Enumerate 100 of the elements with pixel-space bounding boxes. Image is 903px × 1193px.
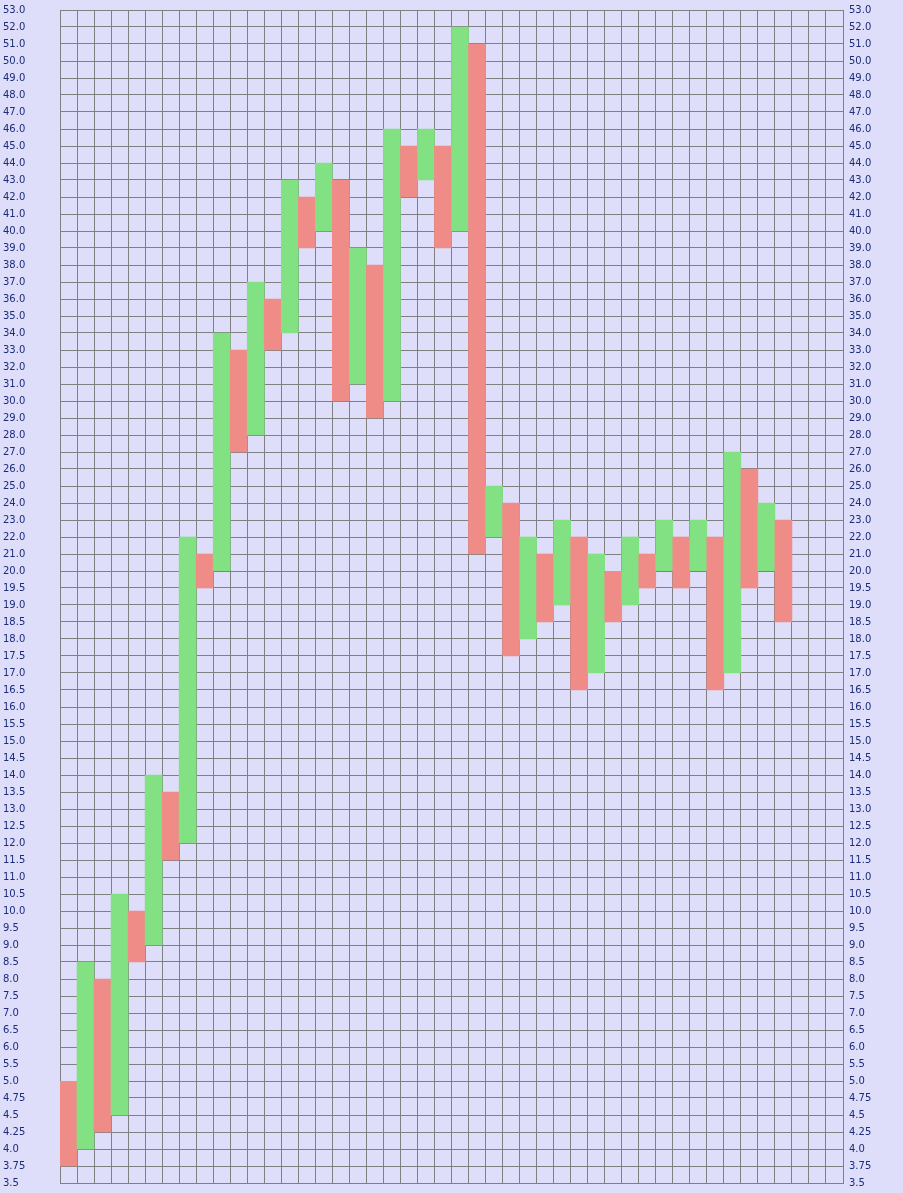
y2-tick-label: 14.0 xyxy=(849,768,872,780)
y-tick-label: 13.5 xyxy=(3,785,26,797)
y2-tick-label: 11.5 xyxy=(849,853,872,865)
y2-tick-label: 11.0 xyxy=(849,870,872,882)
y2-tick-label: 9.0 xyxy=(849,938,865,950)
y2-tick-label: 30.0 xyxy=(849,394,872,406)
y-tick-label: 12.5 xyxy=(3,819,26,831)
y-tick-label: 4.0 xyxy=(3,1142,19,1154)
y-tick-label: 17.0 xyxy=(3,666,26,678)
y-tick-label: 53.0 xyxy=(3,3,26,15)
y-tick-label: 4.25 xyxy=(3,1125,26,1137)
y2-tick-label: 8.5 xyxy=(849,955,865,967)
y2-tick-label: 35.0 xyxy=(849,309,872,321)
y-tick-label: 50.0 xyxy=(3,54,26,66)
y-tick-label: 25.0 xyxy=(3,479,26,491)
y-tick-label: 11.5 xyxy=(3,853,26,865)
y2-tick-label: 39.0 xyxy=(849,241,872,253)
y2-tick-label: 19.0 xyxy=(849,598,872,610)
y2-tick-label: 14.5 xyxy=(849,751,872,763)
bar xyxy=(468,43,486,555)
y2-tick-label: 51.0 xyxy=(849,37,872,49)
y-tick-label: 27.0 xyxy=(3,445,26,457)
bar xyxy=(246,281,265,436)
bar xyxy=(604,571,623,623)
bar xyxy=(280,179,299,334)
bar xyxy=(485,485,503,538)
y2-tick-label: 4.5 xyxy=(849,1108,865,1120)
y-tick-label: 35.0 xyxy=(3,309,26,321)
y-tick-label: 14.0 xyxy=(3,768,26,780)
y-tick-label: 22.0 xyxy=(3,530,26,542)
y2-tick-label: 15.0 xyxy=(849,734,872,746)
bar xyxy=(400,145,418,198)
y2-tick-label: 50.0 xyxy=(849,54,872,66)
y-tick-label: 4.5 xyxy=(3,1108,19,1120)
bar xyxy=(349,247,367,385)
y-tick-label: 15.0 xyxy=(3,734,26,746)
y-tick-label: 5.0 xyxy=(3,1074,19,1086)
y-tick-label: 30.0 xyxy=(3,394,26,406)
y-tick-label: 8.0 xyxy=(3,972,19,984)
y-tick-label: 51.0 xyxy=(3,37,26,49)
bar xyxy=(757,502,776,571)
y2-tick-label: 4.0 xyxy=(849,1142,865,1154)
y2-tick-label: 32.0 xyxy=(849,360,872,372)
y2-tick-label: 40.0 xyxy=(849,224,872,236)
y2-tick-label: 36.0 xyxy=(849,292,872,304)
y-tick-label: 36.0 xyxy=(3,292,26,304)
y-tick-label: 16.0 xyxy=(3,700,26,712)
y2-tick-label: 18.5 xyxy=(849,615,872,627)
y-tick-label: 9.5 xyxy=(3,921,19,933)
bar xyxy=(366,264,384,419)
y-tick-label: 6.5 xyxy=(3,1023,19,1035)
y-tick-label: 5.5 xyxy=(3,1057,19,1069)
y-tick-label: 34.0 xyxy=(3,326,26,338)
y2-tick-label: 7.0 xyxy=(849,1006,865,1018)
y2-tick-label: 13.5 xyxy=(849,785,872,797)
y-tick-label: 6.0 xyxy=(3,1040,19,1052)
y2-tick-label: 45.0 xyxy=(849,139,872,151)
bar xyxy=(689,519,708,571)
y-tick-label: 48.0 xyxy=(3,88,26,100)
y-tick-label: 41.0 xyxy=(3,207,26,219)
y-tick-label: 21.0 xyxy=(3,547,26,559)
y-tick-label: 26.0 xyxy=(3,462,26,474)
y-tick-label: 31.0 xyxy=(3,377,26,389)
y-tick-label: 7.5 xyxy=(3,989,19,1001)
y2-tick-label: 12.5 xyxy=(849,819,872,831)
y-tick-label: 28.0 xyxy=(3,428,26,440)
bar xyxy=(655,519,674,571)
y2-tick-label: 19.5 xyxy=(849,581,872,593)
y-tick-label: 3.5 xyxy=(3,1176,19,1188)
y2-tick-label: 48.0 xyxy=(849,88,872,100)
y-tick-label: 17.5 xyxy=(3,649,26,661)
y2-tick-label: 5.0 xyxy=(849,1074,865,1086)
y2-tick-label: 53.0 xyxy=(849,3,872,15)
y2-tick-label: 10.0 xyxy=(849,904,872,916)
y-tick-label: 32.0 xyxy=(3,360,26,372)
bar xyxy=(315,162,333,232)
y2-tick-label: 31.0 xyxy=(849,377,872,389)
y2-tick-label: 24.0 xyxy=(849,496,872,508)
y2-tick-label: 7.5 xyxy=(849,989,865,1001)
y-tick-label: 11.0 xyxy=(3,870,26,882)
y2-tick-label: 3.5 xyxy=(849,1176,865,1188)
y2-tick-label: 37.0 xyxy=(849,275,872,287)
bar xyxy=(161,791,180,861)
y-tick-label: 52.0 xyxy=(3,20,26,32)
y-tick-label: 18.5 xyxy=(3,615,26,627)
y-tick-label: 43.0 xyxy=(3,173,26,185)
y2-tick-label: 6.0 xyxy=(849,1040,865,1052)
bar xyxy=(297,196,316,249)
y2-tick-label: 47.0 xyxy=(849,105,872,117)
y2-tick-label: 12.0 xyxy=(849,836,872,848)
bar xyxy=(332,179,350,402)
y-tick-label: 40.0 xyxy=(3,224,26,236)
y2-tick-label: 52.0 xyxy=(849,20,872,32)
y2-tick-label: 20.0 xyxy=(849,564,872,576)
y2-tick-label: 38.0 xyxy=(849,258,872,270)
y-tick-label: 37.0 xyxy=(3,275,26,287)
y-tick-label: 38.0 xyxy=(3,258,26,270)
y-tick-label: 3.75 xyxy=(3,1159,26,1171)
y-tick-label: 12.0 xyxy=(3,836,26,848)
y-tick-label: 49.0 xyxy=(3,71,26,83)
